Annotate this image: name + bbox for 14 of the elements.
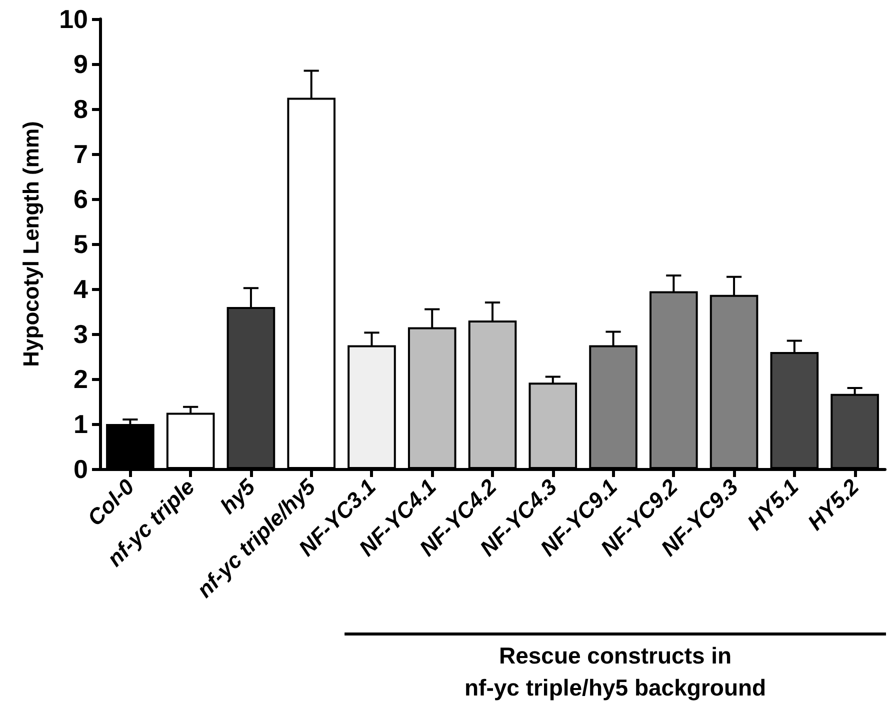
text: nf-yc triple/hy5 background	[464, 674, 766, 700]
y-tick-label: 7	[74, 139, 88, 169]
y-tick-label: 3	[74, 319, 88, 349]
y-tick-label: 8	[74, 94, 88, 124]
text: Rescue constructs in	[498, 642, 732, 668]
y-tick-label: 4	[74, 274, 89, 304]
y-axis-title: Hypocotyl Length (mm)	[18, 121, 44, 367]
y-tick-label: 10	[59, 4, 88, 34]
y-tick-label: 2	[74, 364, 88, 394]
y-tick-label: 0	[74, 454, 88, 484]
y-tick-label: 1	[74, 409, 88, 439]
y-tick-label: 9	[74, 49, 88, 79]
y-tick-label: 6	[74, 184, 88, 214]
y-tick-label: 5	[74, 229, 88, 259]
